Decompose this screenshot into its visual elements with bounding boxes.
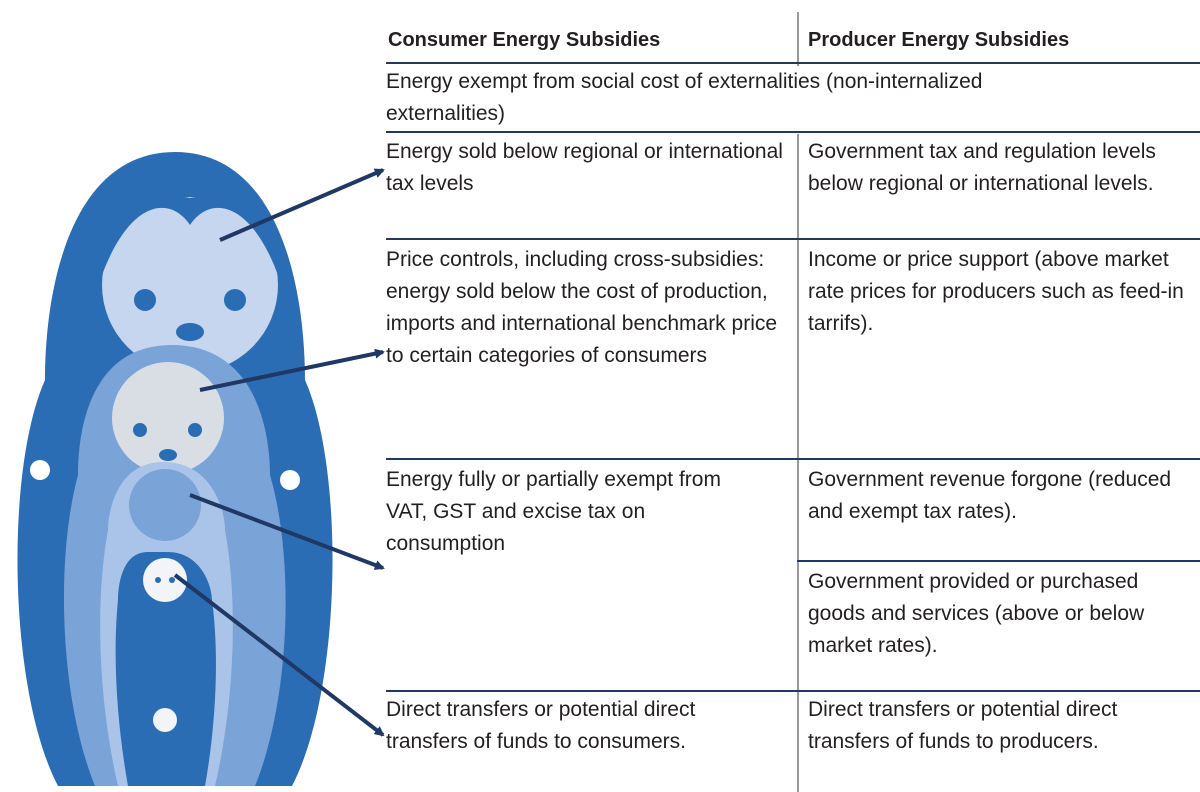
- table-cell: Income or price support (above market ra…: [808, 244, 1188, 340]
- table-cell: Energy fully or partially exempt from VA…: [386, 464, 766, 560]
- table-cell: Direct transfers or potential direct tra…: [808, 694, 1188, 758]
- table-cell: Price controls, including cross-subsidie…: [386, 244, 791, 372]
- row-rule: [386, 238, 1200, 240]
- table-cell: Government provided or purchased goods a…: [808, 566, 1200, 662]
- header-rule: [386, 62, 1200, 64]
- table-cell: Direct transfers or potential direct tra…: [386, 694, 776, 758]
- header-cell: Producer Energy Subsidies: [808, 24, 1200, 56]
- row-rule: [386, 458, 1200, 460]
- row-rule: [386, 131, 1200, 133]
- header-cell: Consumer Energy Subsidies: [388, 24, 788, 56]
- row-rule: [797, 560, 1200, 562]
- page: Consumer Energy Subsidies Producer Energ…: [0, 0, 1200, 792]
- column-divider: [797, 12, 799, 66]
- table-cell: Energy sold below regional or internatio…: [386, 136, 791, 200]
- table-cell: Energy exempt from social cost of extern…: [386, 66, 1026, 130]
- table-cell: Government revenue forgone (reduced and …: [808, 464, 1188, 528]
- table-cell: Government tax and regulation levels bel…: [808, 136, 1200, 200]
- row-rule: [386, 690, 1200, 692]
- column-divider: [797, 134, 799, 792]
